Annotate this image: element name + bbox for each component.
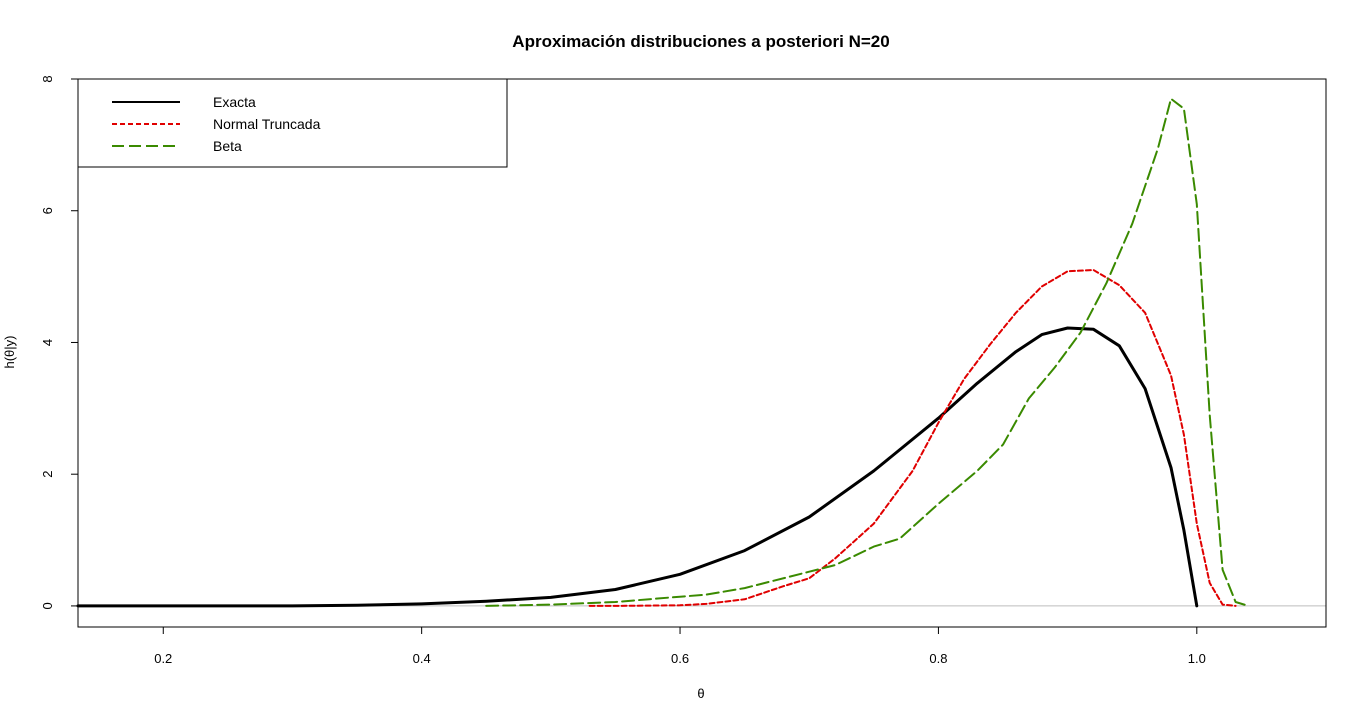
chart-title: Aproximación distribuciones a posteriori…	[512, 32, 889, 51]
plot-frame	[77, 78, 1327, 628]
x-axis: 0.2 0.4 0.6 0.8 1.0	[154, 627, 1206, 666]
x-axis-label: θ	[697, 686, 704, 701]
legend-label-normal-truncada: Normal Truncada	[213, 116, 321, 132]
x-tick-label: 0.8	[929, 651, 947, 666]
legend: Exacta Normal Truncada Beta	[77, 78, 508, 168]
y-tick-label: 6	[40, 207, 55, 214]
y-tick-label: 8	[40, 75, 55, 82]
y-axis-label: h(θ|y)	[2, 336, 17, 369]
x-tick-label: 0.2	[154, 651, 172, 666]
y-tick-label: 2	[40, 471, 55, 478]
legend-label-exacta: Exacta	[213, 94, 256, 110]
x-tick-label: 0.4	[413, 651, 431, 666]
legend-label-beta: Beta	[213, 138, 242, 154]
x-tick-label: 0.6	[671, 651, 689, 666]
legend-box	[77, 78, 508, 168]
series-line-exacta	[76, 326, 1199, 608]
y-tick-label: 4	[40, 339, 55, 346]
series-layer	[76, 97, 1250, 608]
y-axis: 0 2 4 6 8	[40, 75, 78, 610]
series-line-beta	[485, 97, 1250, 607]
series-line-normal-truncada	[588, 269, 1237, 607]
x-tick-label: 1.0	[1188, 651, 1206, 666]
y-tick-label: 0	[40, 602, 55, 609]
